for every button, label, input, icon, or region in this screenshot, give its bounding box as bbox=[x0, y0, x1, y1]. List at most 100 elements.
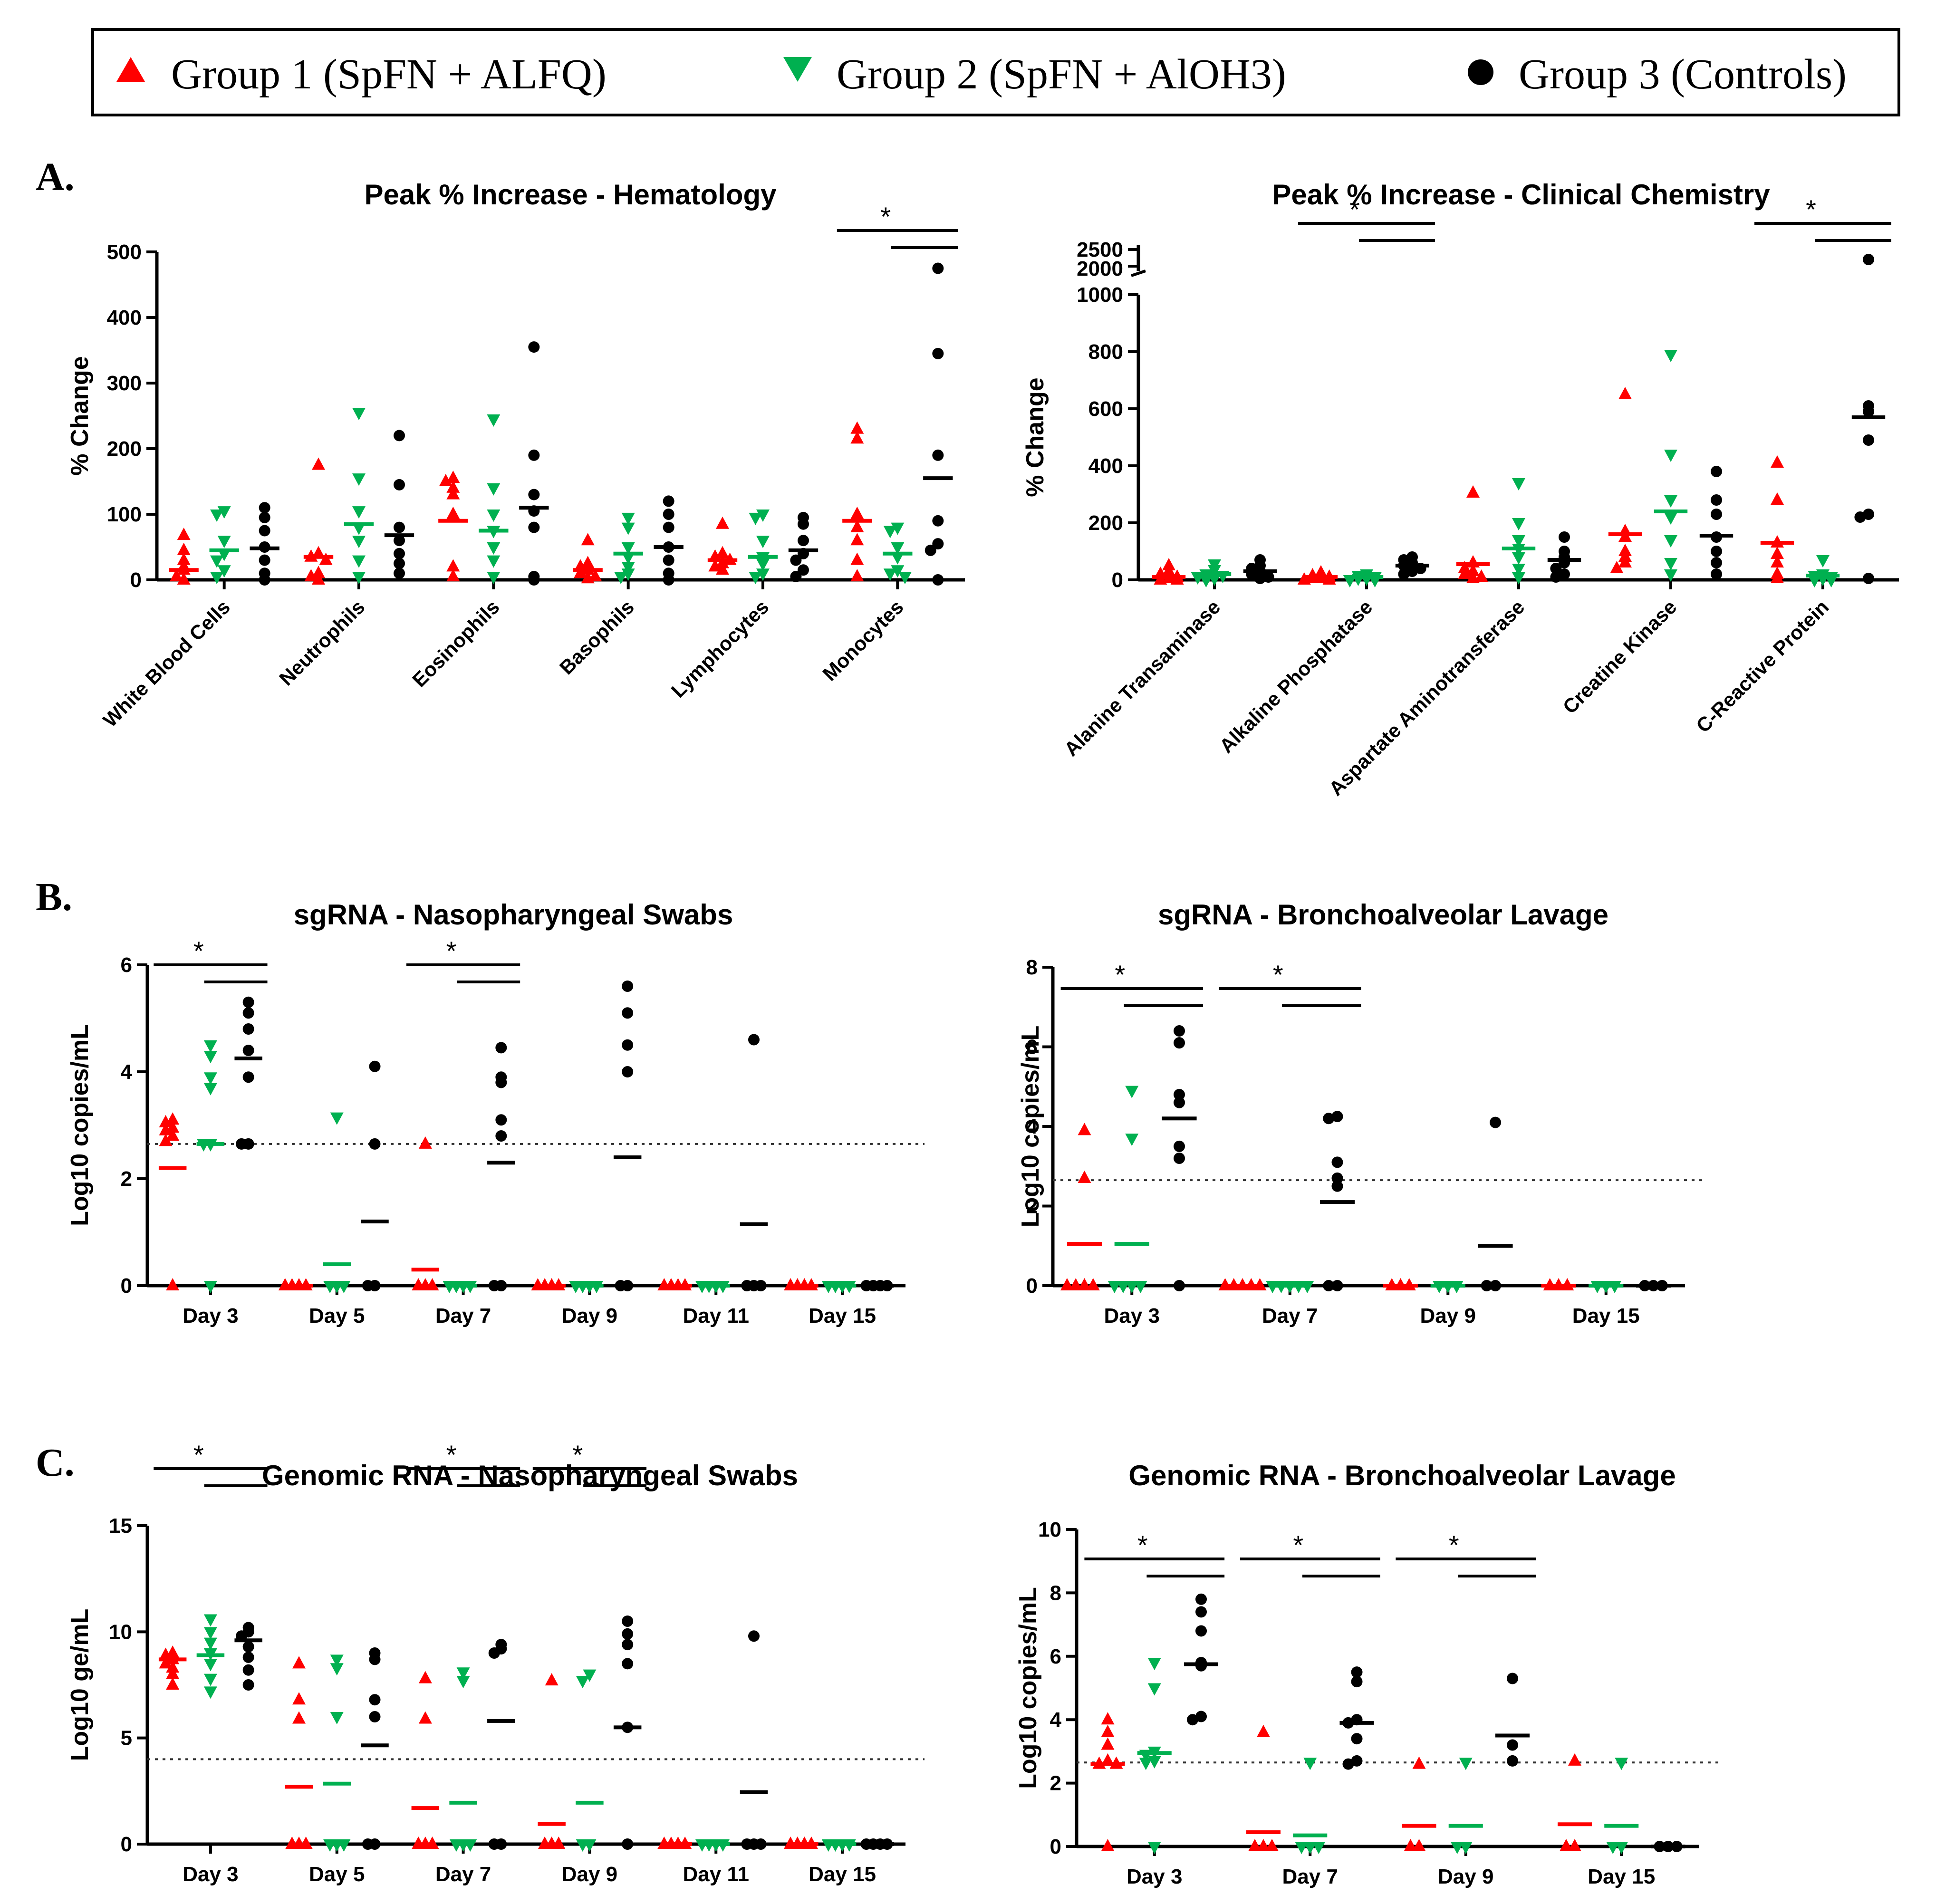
data-point-group3 bbox=[1711, 509, 1722, 520]
data-point-group2 bbox=[749, 512, 762, 525]
data-point-group3 bbox=[242, 1071, 254, 1083]
data-point-group2 bbox=[330, 1712, 344, 1724]
x-category-label: Day 5 bbox=[309, 1863, 365, 1886]
data-point-group3 bbox=[369, 1060, 381, 1072]
chart-genomic_bal: Genomic RNA - Bronchoalveolar Lavage Log1… bbox=[1014, 1460, 1718, 1888]
panel-letter-b: B. bbox=[36, 875, 72, 919]
y-tick-label: 6 bbox=[1050, 1645, 1061, 1668]
data-point-group1 bbox=[850, 533, 864, 546]
data-point-group1 bbox=[716, 516, 729, 529]
legend-label-group2: Group 2 (SpFN + AlOH3) bbox=[837, 51, 1286, 98]
data-point-group3 bbox=[663, 521, 674, 533]
data-point-group3 bbox=[1195, 1625, 1207, 1637]
data-point-group3 bbox=[488, 1280, 500, 1291]
data-point-group1 bbox=[1618, 555, 1632, 567]
data-point-group3 bbox=[369, 1654, 381, 1665]
data-point-group1 bbox=[412, 1837, 425, 1849]
data-point-group3 bbox=[1174, 1037, 1185, 1049]
legend-marker-triangle-up-icon bbox=[116, 57, 145, 82]
data-point-group2 bbox=[203, 1686, 217, 1699]
data-point-group2 bbox=[1664, 450, 1677, 462]
data-point-group1 bbox=[1771, 455, 1784, 468]
data-point-group2 bbox=[621, 542, 635, 555]
x-category-label: Creatine Kinase bbox=[1559, 596, 1681, 718]
chart-title: sgRNA - Nasopharyngeal Swabs bbox=[294, 899, 733, 931]
data-point-group1 bbox=[166, 1278, 180, 1290]
x-category-label: Day 15 bbox=[809, 1304, 876, 1327]
data-point-group1 bbox=[1069, 1278, 1083, 1290]
data-point-group1 bbox=[166, 1677, 180, 1690]
data-point-group3 bbox=[1507, 1755, 1518, 1767]
data-point-group3 bbox=[259, 554, 270, 566]
data-point-group3 bbox=[528, 574, 540, 586]
y-tick-label: 0 bbox=[1050, 1835, 1061, 1858]
data-point-group1 bbox=[850, 569, 864, 582]
data-point-group3 bbox=[1195, 1606, 1207, 1618]
data-point-group3 bbox=[748, 1034, 760, 1046]
data-point-group1 bbox=[439, 474, 453, 486]
data-point-group3 bbox=[242, 1651, 254, 1663]
data-point-group1 bbox=[581, 556, 595, 568]
data-point-group2 bbox=[1816, 555, 1830, 567]
data-point-group3 bbox=[362, 1838, 374, 1850]
data-point-group1 bbox=[1257, 1724, 1270, 1737]
y-tick-label: 2 bbox=[1050, 1772, 1061, 1795]
chart-genomic_np: Genomic RNA - Nasopharyngeal Swabs Log10 … bbox=[66, 1440, 925, 1886]
y-axis-label: % Change bbox=[1021, 377, 1049, 497]
data-point-group2 bbox=[323, 1839, 337, 1852]
data-point-group3 bbox=[1863, 406, 1874, 417]
x-category-label: Day 11 bbox=[683, 1304, 749, 1327]
data-point-group2 bbox=[352, 536, 366, 548]
data-point-group1 bbox=[159, 1656, 173, 1669]
data-point-group2 bbox=[217, 565, 231, 578]
y-tick-label: 2 bbox=[121, 1167, 132, 1191]
significance-star: * bbox=[1293, 1530, 1303, 1560]
legend-marker-triangle-down-icon bbox=[783, 57, 812, 82]
data-point-group3 bbox=[242, 1023, 254, 1035]
x-category-label: Day 3 bbox=[1127, 1865, 1182, 1888]
significance-star: * bbox=[573, 1440, 583, 1470]
data-point-group3 bbox=[495, 1130, 507, 1142]
data-point-group2 bbox=[203, 1614, 217, 1627]
data-point-group3 bbox=[755, 1280, 767, 1291]
data-point-group2 bbox=[352, 408, 366, 421]
data-point-group2 bbox=[210, 510, 224, 522]
data-point-group3 bbox=[1507, 1739, 1518, 1751]
data-point-group3 bbox=[663, 554, 674, 566]
data-point-group2 bbox=[1208, 565, 1221, 577]
data-point-group1 bbox=[1101, 1712, 1115, 1725]
data-point-group2 bbox=[463, 1839, 477, 1852]
data-point-group1 bbox=[850, 431, 864, 444]
chart-title: sgRNA - Bronchoalveolar Lavage bbox=[1158, 899, 1608, 931]
data-point-group2 bbox=[210, 572, 224, 585]
data-point-group3 bbox=[394, 548, 405, 559]
data-point-group3 bbox=[615, 1280, 626, 1291]
data-point-group1 bbox=[1568, 1839, 1581, 1851]
data-point-group2 bbox=[621, 562, 635, 575]
data-point-group3 bbox=[1174, 1140, 1185, 1152]
data-point-group1 bbox=[425, 1278, 439, 1290]
data-point-group3 bbox=[622, 1616, 634, 1627]
data-point-group1 bbox=[312, 566, 325, 578]
x-category-label: Day 7 bbox=[435, 1863, 491, 1886]
data-point-group2 bbox=[756, 536, 770, 548]
y-tick-label: 10 bbox=[1038, 1518, 1061, 1541]
data-point-group1 bbox=[1265, 1839, 1279, 1851]
data-point-group1 bbox=[1060, 1278, 1074, 1290]
y-tick-label: 300 bbox=[107, 372, 142, 395]
data-point-group1 bbox=[581, 571, 595, 584]
data-point-group3 bbox=[1174, 1153, 1185, 1164]
y-tick-label: 4 bbox=[121, 1060, 133, 1084]
y-tick-label: 4 bbox=[1050, 1708, 1062, 1731]
y-tick-label: 10 bbox=[109, 1620, 132, 1644]
y-tick-label: 8 bbox=[1050, 1581, 1061, 1605]
significance-star: * bbox=[1137, 1530, 1148, 1560]
data-point-group2 bbox=[1664, 495, 1677, 508]
data-point-group2 bbox=[891, 565, 905, 578]
data-point-group1 bbox=[299, 1837, 313, 1849]
x-category-label: White Blood Cells bbox=[98, 596, 234, 731]
x-category-label: Day 7 bbox=[1262, 1304, 1318, 1327]
x-category-label: Day 11 bbox=[683, 1863, 749, 1886]
data-point-group3 bbox=[932, 574, 944, 586]
data-point-group3 bbox=[663, 509, 674, 520]
